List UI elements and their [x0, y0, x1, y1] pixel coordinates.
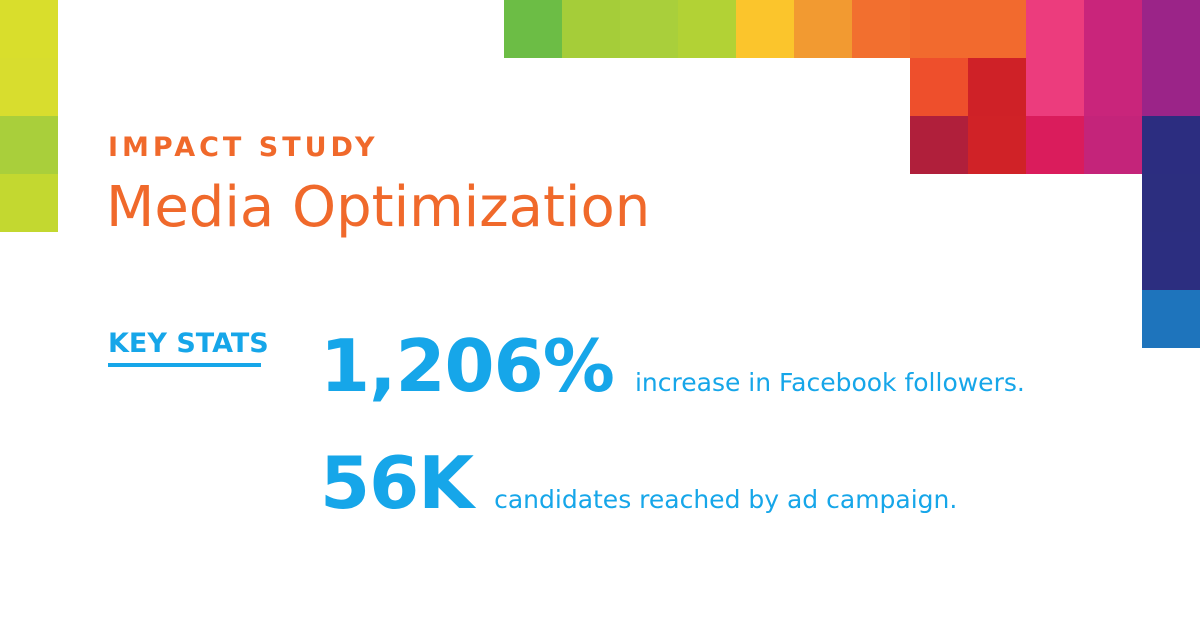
mosaic-tile — [794, 0, 852, 58]
mosaic-tile — [0, 58, 58, 116]
mosaic-tile — [910, 116, 968, 174]
mosaic-tile — [0, 116, 58, 174]
mosaic-tile — [852, 0, 910, 58]
stat-description: candidates reached by ad campaign. — [494, 485, 958, 514]
mosaic-tile — [1142, 232, 1200, 290]
mosaic-tile — [504, 0, 562, 58]
page-title: Media Optimization — [106, 175, 651, 240]
mosaic-tile — [1084, 116, 1142, 174]
mosaic-tile — [910, 58, 968, 116]
mosaic-tile — [1026, 116, 1084, 174]
mosaic-tile — [1084, 58, 1142, 116]
stat-description: increase in Facebook followers. — [634, 368, 1025, 397]
mosaic-tile — [968, 58, 1026, 116]
mosaic-tile — [1026, 58, 1084, 116]
mosaic-tile — [1142, 0, 1200, 58]
stat-row: 56K candidates reached by ad campaign. — [320, 447, 957, 519]
mosaic-tile — [1084, 0, 1142, 58]
mosaic-tile — [736, 0, 794, 58]
mosaic-tile — [678, 0, 736, 58]
key-stats-label: KEY STATS — [108, 328, 269, 359]
mosaic-tile — [1142, 290, 1200, 348]
mosaic-tile — [0, 0, 58, 58]
mosaic-tile — [1026, 0, 1084, 58]
mosaic-tile — [0, 174, 58, 232]
mosaic-tile — [562, 0, 620, 58]
mosaic-tile — [910, 0, 968, 58]
key-stats-underline — [108, 363, 261, 367]
mosaic-tile — [1142, 58, 1200, 116]
mosaic-tile — [620, 0, 678, 58]
mosaic-tile — [1142, 174, 1200, 232]
stat-value: 1,206% — [320, 324, 615, 408]
mosaic-tile — [968, 116, 1026, 174]
eyebrow-label: IMPACT STUDY — [108, 132, 379, 163]
mosaic-tile — [968, 0, 1026, 58]
stat-value: 56K — [320, 441, 474, 525]
stat-row: 1,206% increase in Facebook followers. — [320, 330, 1025, 402]
mosaic-tile — [1142, 116, 1200, 174]
